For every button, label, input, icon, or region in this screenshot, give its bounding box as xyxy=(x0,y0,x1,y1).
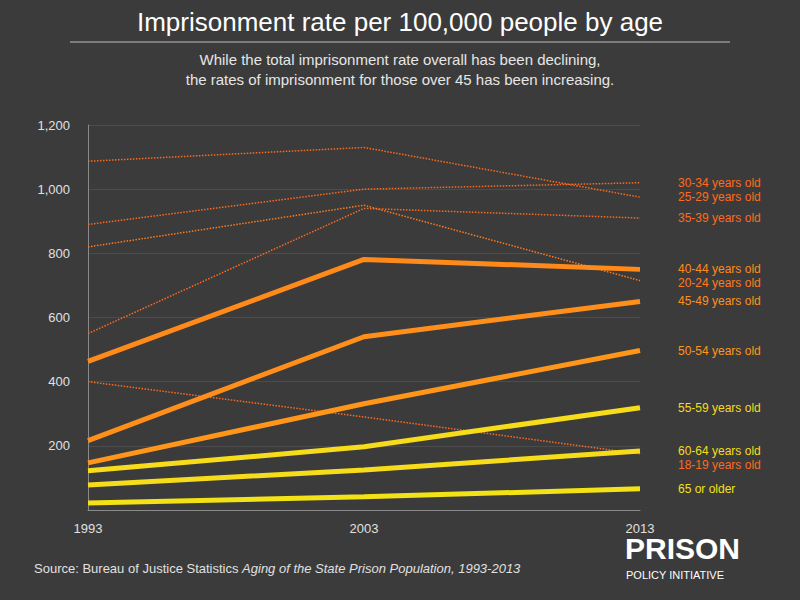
svg-text:400: 400 xyxy=(48,374,70,389)
svg-text:800: 800 xyxy=(48,246,70,261)
svg-text:35-39 years old: 35-39 years old xyxy=(678,211,761,225)
svg-text:Imprisonment rate per 100,000: Imprisonment rate per 100,000 people by … xyxy=(137,7,663,37)
svg-text:45-49 years old: 45-49 years old xyxy=(678,294,761,308)
svg-text:POLICY INITIATIVE: POLICY INITIATIVE xyxy=(626,569,724,581)
svg-text:PRISON: PRISON xyxy=(625,532,740,565)
svg-text:40-44 years old: 40-44 years old xyxy=(678,262,761,276)
svg-text:60-64 years old: 60-64 years old xyxy=(678,444,761,458)
svg-text:25-29 years old: 25-29 years old xyxy=(678,190,761,204)
svg-text:the rates of imprisonment for: the rates of imprisonment for those over… xyxy=(186,71,615,88)
svg-text:2013: 2013 xyxy=(626,521,655,536)
svg-text:Aging of the State Prison Popu: Aging of the State Prison Population, 19… xyxy=(241,561,521,576)
svg-text:1,000: 1,000 xyxy=(37,182,70,197)
svg-text:200: 200 xyxy=(48,438,70,453)
svg-text:30-34 years old: 30-34 years old xyxy=(678,176,761,190)
svg-text:55-59 years old: 55-59 years old xyxy=(678,401,761,415)
svg-text:50-54 years old: 50-54 years old xyxy=(678,344,761,358)
svg-text:65 or older: 65 or older xyxy=(678,482,735,496)
svg-text:20-24 years old: 20-24 years old xyxy=(678,276,761,290)
svg-text:While the total imprisonment r: While the total imprisonment rate overal… xyxy=(199,51,600,68)
svg-text:18-19 years old: 18-19 years old xyxy=(678,458,761,472)
svg-text:Source: Bureau of Justice Stat: Source: Bureau of Justice Statistics xyxy=(34,561,242,576)
svg-text:1,200: 1,200 xyxy=(37,118,70,133)
svg-text:1993: 1993 xyxy=(74,521,103,536)
svg-text:2003: 2003 xyxy=(350,521,379,536)
svg-text:600: 600 xyxy=(48,310,70,325)
